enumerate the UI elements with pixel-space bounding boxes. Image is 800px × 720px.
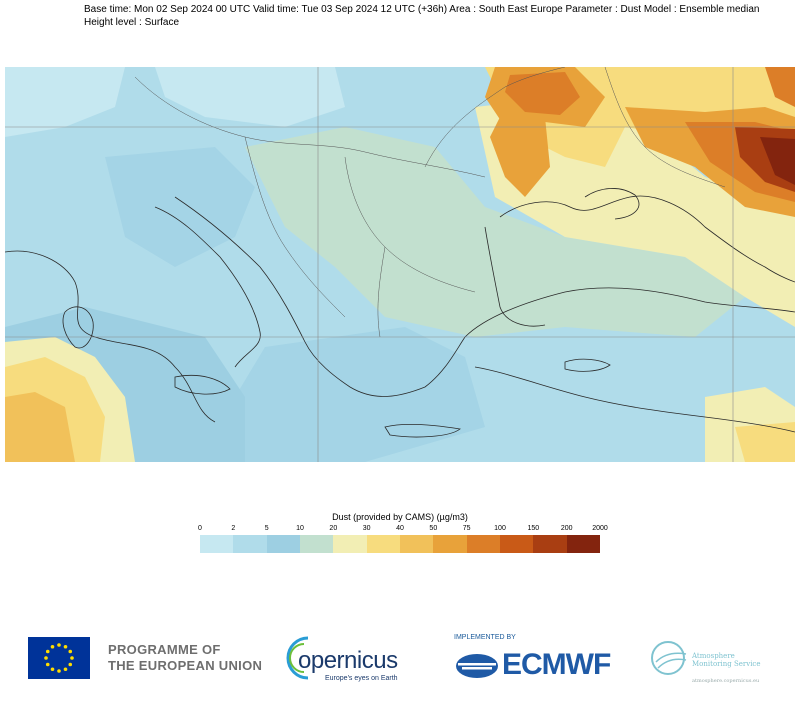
coast-italy-east (154, 206, 261, 368)
eu-star (70, 656, 74, 660)
field-light-n (155, 67, 345, 127)
legend-swatch (233, 535, 267, 553)
plume-ne-corner (765, 67, 795, 107)
border-6 (604, 67, 726, 188)
coast-cyprus (564, 358, 611, 372)
eu-text-line-2: THE EUROPEAN UNION (108, 658, 263, 673)
ams-line-2: Monitoring Service (692, 660, 761, 668)
ams-line-1: Atmosphere (692, 652, 735, 660)
eu-stars-icon (44, 643, 74, 673)
legend-tick-label: 10 (296, 525, 304, 532)
eu-star (45, 649, 50, 654)
legend-tick-label: 150 (527, 525, 540, 532)
coast-turkey-north (464, 287, 795, 338)
coast-dalmatia (174, 196, 306, 343)
legend-tick-label: 5 (264, 525, 269, 532)
legend-swatch (333, 535, 367, 553)
dust-map-svg (5, 67, 795, 462)
coast-sicily (174, 374, 231, 395)
eu-flag-logo (28, 637, 90, 679)
legend-swatch (499, 535, 534, 553)
border-1 (134, 76, 486, 178)
coast-crimea (584, 188, 640, 220)
field-light-nw (5, 67, 125, 137)
coast-turkey-south (474, 366, 795, 433)
legend-tick-label: 40 (396, 525, 404, 532)
border-5 (424, 67, 566, 168)
atmosphere-monitoring-logo: Atmosphere Monitoring Service atmosphere… (650, 636, 770, 684)
legend-swatch (533, 535, 567, 553)
header-line-2: Height level : Surface (84, 17, 180, 28)
ecmwf-swirl-icon (456, 654, 498, 678)
copernicus-c-icon (286, 636, 309, 680)
copernicus-logo: opernicus Europe's eyes on Earth (278, 632, 418, 684)
field-africa-40 (5, 392, 75, 462)
ecmwf-word: ECMWF (502, 648, 611, 681)
field-se-30 (735, 422, 795, 462)
border-4 (377, 246, 386, 338)
coast-black-sea-west (484, 226, 546, 327)
legend-tick-label: 30 (362, 525, 371, 532)
ams-globe-icon (651, 641, 687, 675)
legend-tick-label: 50 (429, 525, 438, 532)
header-line-1: Base time: Mon 02 Sep 2024 00 UTC Valid … (84, 4, 760, 15)
eu-programme-text: PROGRAMME OF THE EUROPEAN UNION (108, 642, 262, 674)
coastlines (5, 188, 795, 438)
legend-ticks: 0 2 5 10 20 30 40 50 75 100 150 200 2000 (198, 525, 608, 537)
coast-corsica-sardinia (62, 306, 94, 349)
field-green-balkans (245, 127, 745, 337)
border-2 (244, 136, 346, 318)
coast-greece (304, 336, 466, 397)
dust-map (5, 67, 795, 462)
legend-bar (200, 535, 600, 553)
coast-black-sea-north (499, 195, 795, 283)
plume-moldova (490, 107, 550, 197)
eu-star (50, 644, 55, 649)
ams-url: atmosphere.copernicus.eu (692, 678, 760, 684)
eu-star (50, 667, 55, 672)
country-borders (134, 67, 726, 338)
legend-swatch (433, 535, 467, 553)
legend-swatch (200, 535, 234, 553)
eu-star (68, 649, 73, 654)
legend-tick-label: 2000 (592, 525, 608, 532)
implemented-by-label: IMPLEMENTED BY (454, 634, 516, 641)
legend-tick-label: 2 (231, 525, 236, 532)
eu-star (63, 667, 68, 672)
ecmwf-logo: IMPLEMENTED BY ECMWF (454, 634, 629, 684)
eu-star (68, 662, 73, 667)
logo-footer: PROGRAMME OF THE EUROPEAN UNION opernicu… (0, 628, 800, 688)
plume-east-max (760, 137, 795, 185)
eu-star (44, 656, 48, 660)
field-aegean (235, 327, 485, 462)
ams-title: Atmosphere Monitoring Service (692, 652, 761, 668)
graticule (5, 67, 795, 462)
legend-swatch (566, 535, 600, 553)
copernicus-tagline: Europe's eyes on Earth (325, 675, 398, 682)
legend-swatch (299, 535, 334, 553)
field-adriatic (105, 147, 255, 267)
legend-tick-label: 100 (494, 525, 506, 532)
eu-text-line-1: PROGRAMME OF (108, 642, 221, 657)
legend-swatch (366, 535, 400, 553)
legend-swatch (466, 535, 500, 553)
map-header: Base time: Mon 02 Sep 2024 00 UTC Valid … (84, 3, 794, 29)
legend-tick-label: 20 (329, 525, 338, 532)
legend-swatch (399, 535, 434, 553)
eu-star (57, 643, 61, 647)
legend-tick-label: 200 (560, 525, 573, 532)
eu-star (63, 644, 68, 649)
legend-title: Dust (provided by CAMS) (µg/m3) (332, 512, 468, 522)
eu-star (57, 669, 61, 673)
copernicus-word: opernicus (298, 647, 398, 674)
legend-swatch (266, 535, 300, 553)
legend-tick-label: 0 (198, 525, 202, 532)
legend-tick-label: 75 (462, 525, 471, 532)
plume-north-core (505, 72, 580, 115)
coast-crete (384, 424, 461, 438)
eu-star (45, 662, 50, 667)
